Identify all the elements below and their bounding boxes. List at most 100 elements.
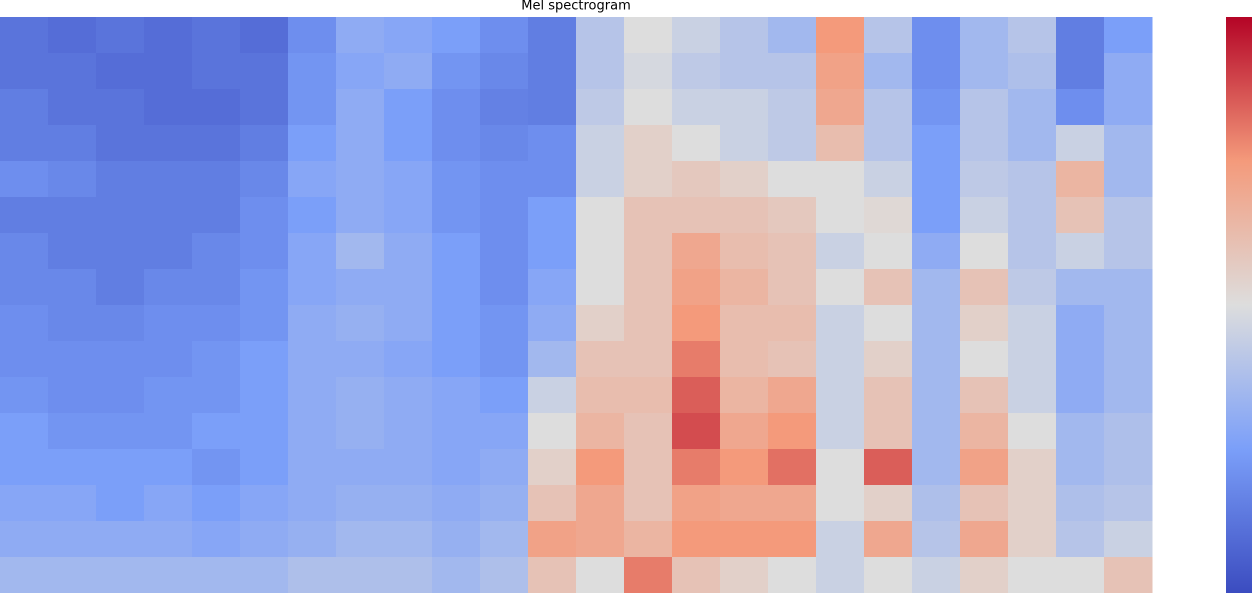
heatmap-cell [1104, 413, 1153, 450]
heatmap-cell [1104, 53, 1153, 90]
heatmap-cell [144, 197, 193, 234]
heatmap-cell [624, 161, 673, 198]
heatmap-cell [864, 125, 913, 162]
heatmap-cell [192, 17, 241, 54]
heatmap-cell [1056, 557, 1105, 593]
heatmap-cell [432, 161, 481, 198]
heatmap-cell [1104, 305, 1153, 342]
heatmap-cell [768, 53, 817, 90]
heatmap-cell [288, 305, 337, 342]
heatmap-cell [144, 305, 193, 342]
heatmap-cell [384, 197, 433, 234]
heatmap-cell [1056, 89, 1105, 126]
heatmap-cell [144, 377, 193, 414]
heatmap-cell [432, 413, 481, 450]
heatmap-cell [96, 161, 145, 198]
heatmap-cell [144, 557, 193, 593]
heatmap-cell [816, 233, 865, 270]
heatmap-cell [1104, 89, 1153, 126]
heatmap-cell [1056, 269, 1105, 306]
heatmap-cell [480, 521, 529, 558]
heatmap-cell [192, 485, 241, 522]
heatmap-cell [288, 485, 337, 522]
heatmap-cell [1104, 341, 1153, 378]
heatmap-cell [192, 53, 241, 90]
heatmap-cell [144, 53, 193, 90]
heatmap-cell [864, 197, 913, 234]
heatmap-cell [1104, 377, 1153, 414]
heatmap-cell [912, 377, 961, 414]
heatmap-cell [960, 197, 1009, 234]
heatmap-cell [144, 485, 193, 522]
heatmap-cell [48, 125, 97, 162]
heatmap-cell [720, 17, 769, 54]
heatmap-cell [816, 89, 865, 126]
heatmap-cell [336, 377, 385, 414]
heatmap-cell [288, 413, 337, 450]
heatmap-cell [48, 413, 97, 450]
heatmap-cell [672, 197, 721, 234]
heatmap-cell [624, 557, 673, 593]
heatmap-cell [624, 305, 673, 342]
heatmap-cell [624, 341, 673, 378]
heatmap-cell [0, 377, 49, 414]
heatmap-cell [192, 341, 241, 378]
heatmap-cell [288, 449, 337, 486]
heatmap-cell [720, 485, 769, 522]
heatmap-cell [528, 233, 577, 270]
heatmap-cell [240, 125, 289, 162]
heatmap-cell [240, 89, 289, 126]
heatmap-cell [576, 17, 625, 54]
heatmap-cell [576, 161, 625, 198]
heatmap-cell [192, 125, 241, 162]
heatmap-cell [192, 197, 241, 234]
heatmap-cell [864, 233, 913, 270]
heatmap-cell [624, 197, 673, 234]
heatmap-cell [912, 161, 961, 198]
heatmap-cell [96, 53, 145, 90]
heatmap-cell [432, 89, 481, 126]
heatmap-cell [48, 305, 97, 342]
heatmap-cell [432, 377, 481, 414]
heatmap-cell [960, 305, 1009, 342]
heatmap-cell [624, 449, 673, 486]
heatmap-cell [576, 377, 625, 414]
heatmap-cell [192, 521, 241, 558]
heatmap-cell [528, 521, 577, 558]
heatmap-cell [1104, 449, 1153, 486]
heatmap-cell [144, 17, 193, 54]
heatmap-cell [528, 485, 577, 522]
heatmap-cell [1104, 161, 1153, 198]
heatmap-cell [768, 341, 817, 378]
heatmap-cell [912, 521, 961, 558]
heatmap-cell [1008, 557, 1057, 593]
heatmap-cell [144, 125, 193, 162]
heatmap-cell [480, 89, 529, 126]
heatmap-cell [816, 341, 865, 378]
heatmap-cell [1008, 269, 1057, 306]
heatmap-cell [672, 233, 721, 270]
heatmap-cell [0, 161, 49, 198]
heatmap-cell [528, 305, 577, 342]
heatmap-cell [384, 341, 433, 378]
heatmap-cell [864, 341, 913, 378]
heatmap-cell [336, 233, 385, 270]
heatmap-cell [144, 413, 193, 450]
heatmap-cell [1008, 485, 1057, 522]
heatmap-cell [0, 485, 49, 522]
heatmap-cell [960, 233, 1009, 270]
heatmap-cell [48, 17, 97, 54]
heatmap-cell [0, 17, 49, 54]
heatmap-cell [0, 269, 49, 306]
heatmap-cell [864, 413, 913, 450]
heatmap-cell [336, 485, 385, 522]
heatmap-cell [0, 197, 49, 234]
heatmap-cell [528, 341, 577, 378]
heatmap-cell [576, 413, 625, 450]
heatmap-cell [96, 413, 145, 450]
heatmap-cell [480, 449, 529, 486]
heatmap-cell [48, 53, 97, 90]
heatmap-cell [240, 377, 289, 414]
heatmap-cell [768, 125, 817, 162]
heatmap-cell [768, 521, 817, 558]
